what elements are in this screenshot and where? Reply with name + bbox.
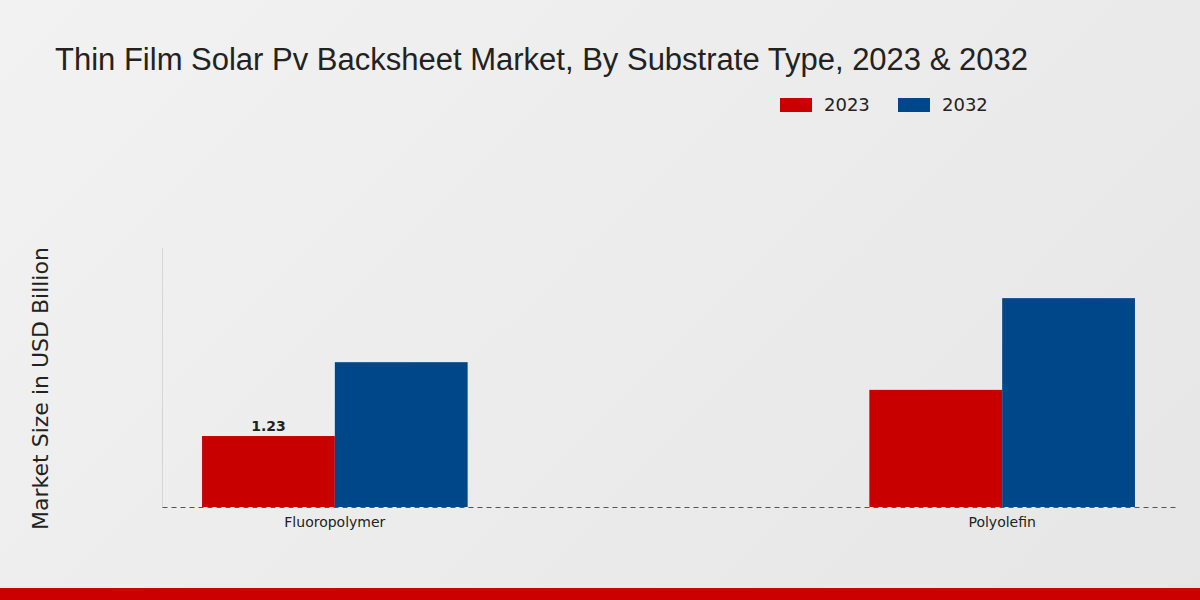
y-axis: [162, 248, 163, 508]
legend-label: 2032: [942, 94, 988, 115]
x-axis-line: [163, 507, 1176, 508]
bar: [1002, 298, 1135, 507]
legend-label: 2023: [824, 94, 870, 115]
legend: 2023 2032: [780, 94, 988, 115]
bar: [869, 390, 1002, 507]
x-tick-label: Fluoropolymer: [284, 514, 385, 530]
bar: [202, 436, 335, 507]
chart: Thin Film Solar Pv Backsheet Market, By …: [0, 0, 1200, 600]
bars: [202, 298, 1135, 507]
x-tick: Polyolefin: [968, 507, 1035, 530]
legend-swatch: [898, 98, 930, 112]
legend-item: 2023: [780, 94, 870, 115]
y-axis-title: Market Size in USD Billion: [28, 247, 53, 530]
footer-band: [0, 588, 1200, 600]
x-tick: Fluoropolymer: [284, 507, 385, 530]
x-axis: Fluoropolymer Polyolefin: [163, 507, 1176, 530]
data-label: 1.23: [251, 418, 286, 434]
y-axis-line: [162, 248, 163, 508]
legend-item: 2032: [898, 94, 988, 115]
legend-swatch: [780, 98, 812, 112]
bar: [335, 362, 468, 507]
x-tick-label: Polyolefin: [968, 514, 1035, 530]
title: Thin Film Solar Pv Backsheet Market, By …: [55, 42, 1028, 77]
